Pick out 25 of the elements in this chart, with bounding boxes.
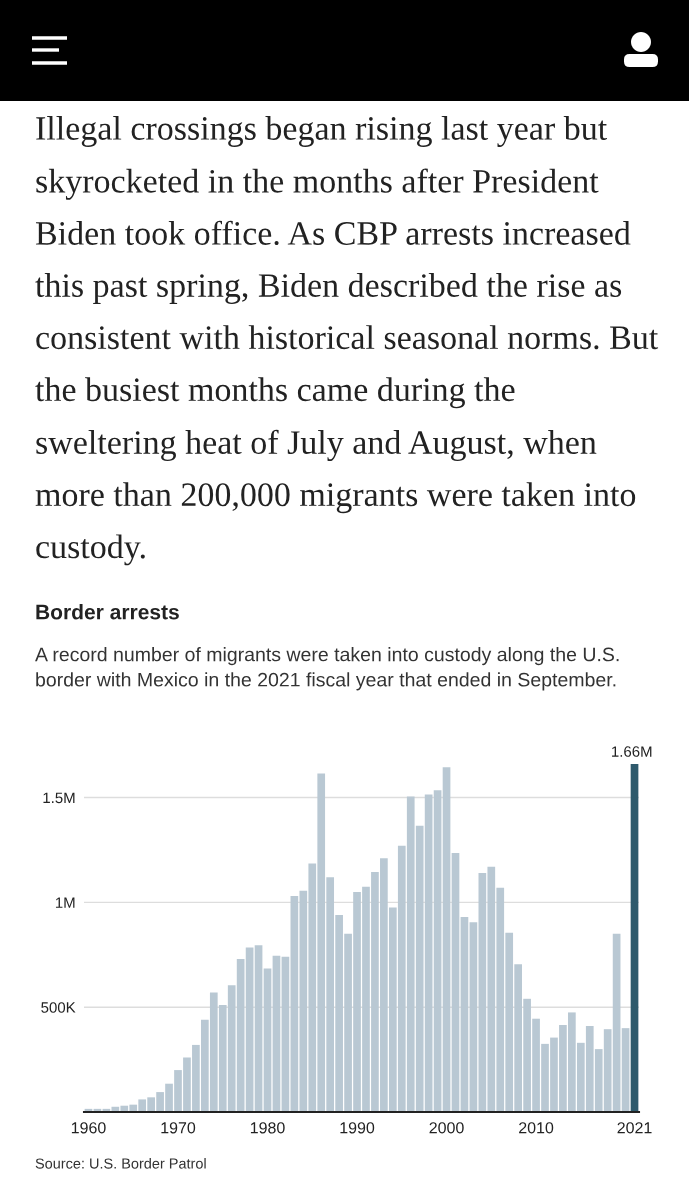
bar (442, 767, 451, 1112)
bar (621, 1028, 630, 1112)
bar (433, 790, 442, 1112)
x-tick-label: 1960 (71, 1122, 106, 1134)
source-note: Source: U.S. Border Patrol (35, 1158, 206, 1169)
bar (254, 945, 263, 1112)
data-label: 1.66M (612, 746, 652, 757)
x-tick-label: 1970 (161, 1122, 196, 1134)
chart-title: Border arrests (36, 604, 179, 620)
bar (263, 968, 272, 1112)
y-tick-label: 1.5M (43, 792, 75, 804)
bar (460, 917, 469, 1112)
x-tick-label: 1980 (250, 1122, 285, 1134)
bar (451, 853, 460, 1112)
x-tick-label: 2021 (617, 1122, 652, 1134)
x-tick-label: 2010 (519, 1122, 554, 1134)
y-tick-label: 1M (55, 897, 75, 908)
bar (281, 956, 290, 1112)
text: Illegal crossings began rising last year but skyrocketed in the months after President Biden took office. As CBP arrests increased this past spring, Biden described the rise as consistent with historical seasonal norms. But the busiest months came during the sweltering heat of July and August, when more than 200,000 migrants were taken into custody. (35, 116, 659, 566)
x-tick-label: 2000 (429, 1122, 464, 1134)
x-tick-label: 1990 (340, 1122, 375, 1134)
bar (630, 764, 639, 1112)
chart-subtitle: A record number of migrants were taken into custody along the U.S. border with Mexico in the 2021 fiscal year that ended in September. (35, 647, 619, 691)
y-tick-label: 500K (41, 1002, 76, 1013)
bar (272, 955, 281, 1112)
